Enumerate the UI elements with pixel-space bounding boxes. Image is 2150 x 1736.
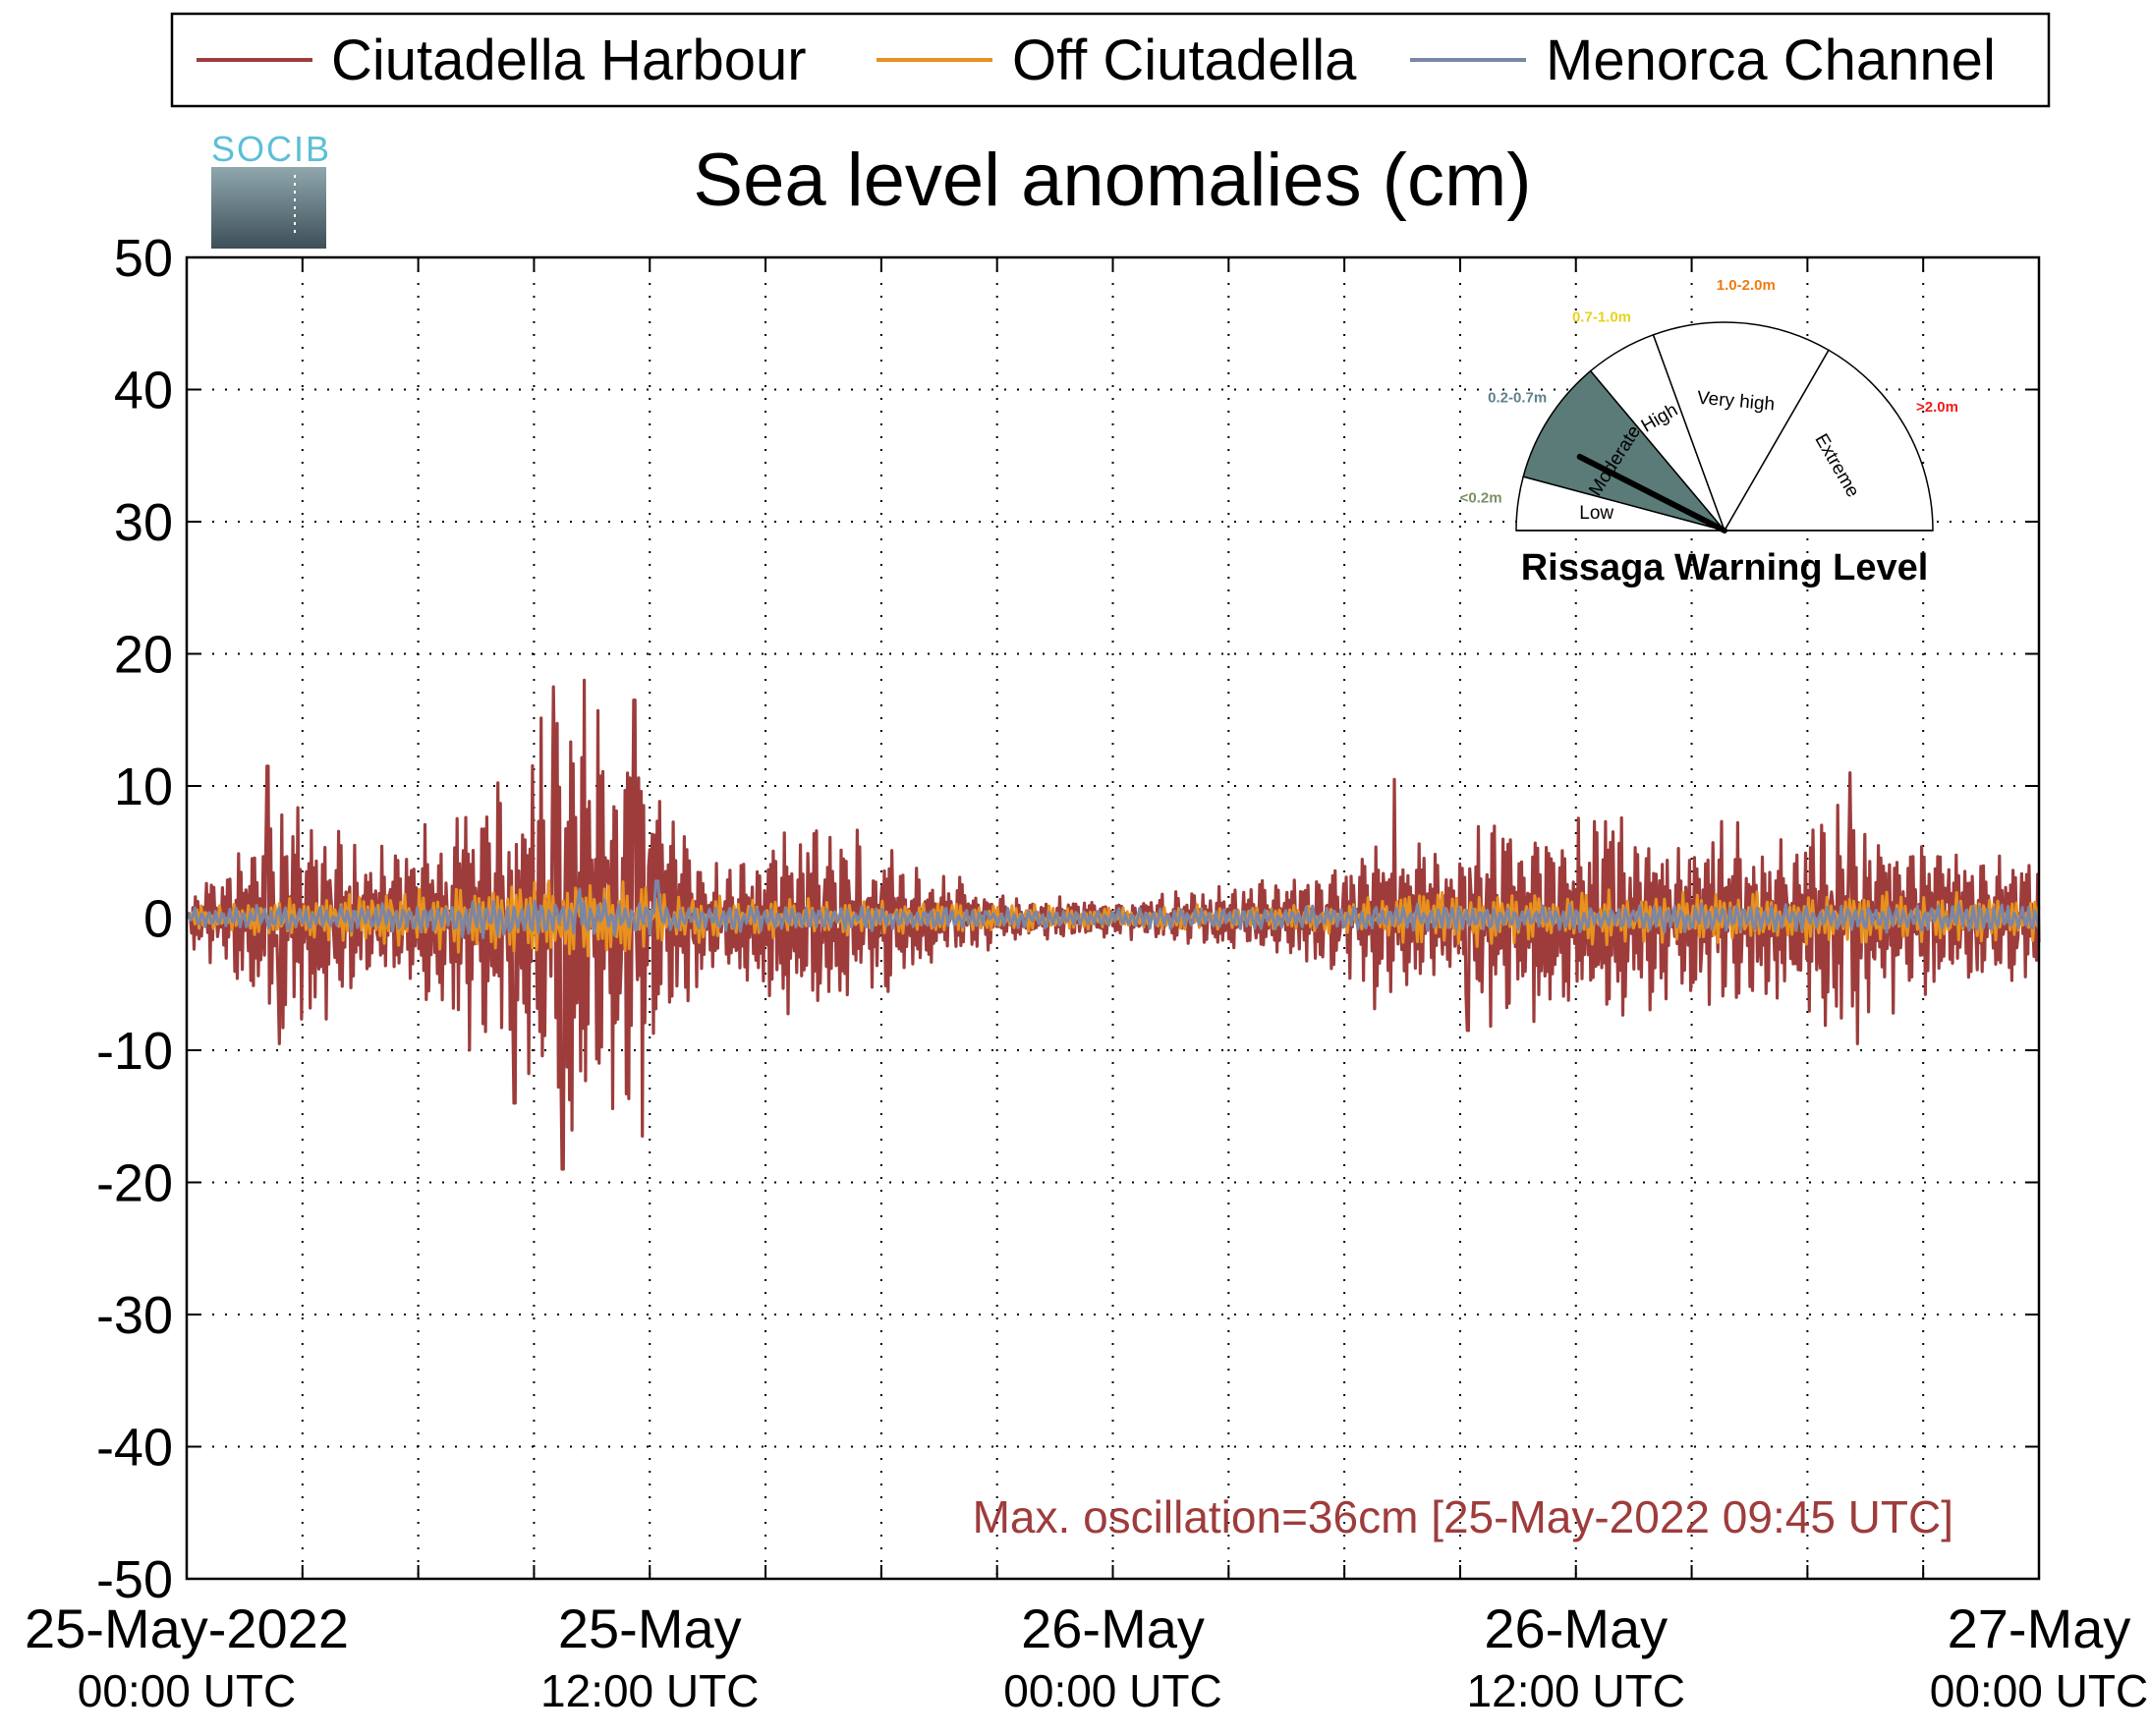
legend: Ciutadella Harbour Off Ciutadella Menorc…	[170, 12, 2051, 108]
y-tick-label: 40	[114, 362, 173, 420]
gauge-sector-extreme	[1723, 349, 1934, 532]
gauge-range-extreme: >2.0m	[1916, 399, 1958, 416]
chart-title: Sea level anomalies (cm)	[693, 139, 1531, 222]
gauge-title: Rissaga Warning Level	[1521, 547, 1929, 588]
max-oscillation-annotation: Max. oscillation=36cm [25-May-2022 09:45…	[973, 1491, 1953, 1542]
socib-logo-graphic	[211, 167, 326, 249]
legend-box	[170, 12, 2051, 108]
x-tick-label-time: 00:00 UTC	[1930, 1665, 2148, 1716]
y-tick-label: 30	[114, 493, 173, 552]
legend-label-menorca-channel: Menorca Channel	[1546, 28, 1996, 92]
series-lines	[185, 678, 2041, 1171]
gauge-range-very-high: 1.0-2.0m	[1717, 277, 1776, 294]
x-tick-label-date: 26-May	[1021, 1597, 1205, 1659]
gauge-sector-very-high	[1652, 321, 1831, 532]
y-tick-label: 10	[114, 757, 173, 816]
x-tick-label-time: 00:00 UTC	[78, 1665, 296, 1716]
x-tick-label-time: 00:00 UTC	[1003, 1665, 1221, 1716]
series-line-menorca-channel	[185, 879, 2041, 940]
plot-area: 50 40 30 20 10 0 -10 -20 -30 -40 -50 25-May-2022 00…	[25, 229, 2148, 1716]
y-tick-label: -20	[96, 1154, 173, 1213]
legend-label-off-ciutadella: Off Ciutadella	[1012, 28, 1357, 92]
gauge-range-moderate: 0.2-0.7m	[1488, 390, 1547, 407]
y-tick-label: -40	[96, 1419, 173, 1478]
gauge-range-high: 0.7-1.0m	[1572, 308, 1631, 325]
x-tick-label-date: 25-May-2022	[25, 1597, 349, 1659]
gauge-range-low: <0.2m	[1460, 489, 1502, 506]
y-tick-label: -10	[96, 1022, 173, 1081]
gauge-needle	[1576, 453, 1727, 533]
y-tick-label: -30	[96, 1286, 173, 1345]
gauge-sector-moderate	[1522, 369, 1727, 532]
x-tick-label-time: 12:00 UTC	[1467, 1665, 1685, 1716]
x-tick-label-time: 12:00 UTC	[540, 1665, 759, 1716]
gauge-label-low: Low	[1579, 503, 1613, 524]
socib-logo-text: SOCIB	[211, 129, 331, 169]
x-tick-labels: 25-May-2022 00:00 UTC 25-May 12:00 UTC 26-Ma…	[25, 1597, 2148, 1716]
y-tick-label: 0	[143, 890, 173, 949]
y-tick-labels: 50 40 30 20 10 0 -10 -20 -30 -40 -50	[96, 229, 173, 1609]
y-tick-label: -50	[96, 1550, 173, 1609]
x-tick-label-date: 25-May	[558, 1597, 742, 1659]
x-tick-label-date: 26-May	[1484, 1597, 1668, 1659]
axis-ticks	[187, 256, 2039, 1580]
legend-label-ciutadella-harbour: Ciutadella Harbour	[331, 28, 807, 92]
socib-logo: SOCIB	[211, 129, 331, 249]
x-tick-label-date: 27-May	[1948, 1597, 2131, 1659]
y-tick-label: 20	[114, 626, 173, 685]
y-tick-label: 50	[114, 229, 173, 288]
rissaga-warning-gauge: Low<0.2m Moderate0.2-0.7mHigh0.7-1.0mVery…	[1460, 277, 1958, 533]
plot-frame	[185, 255, 2041, 1581]
